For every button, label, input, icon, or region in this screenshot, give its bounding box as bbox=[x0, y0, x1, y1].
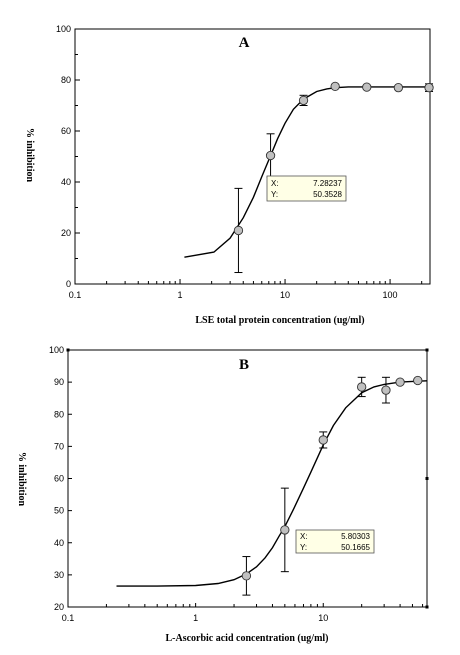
panel-a-y-tick-label: 20 bbox=[61, 228, 71, 238]
panel-a-plot-frame bbox=[74, 28, 431, 285]
panel-b-frame-handle bbox=[425, 605, 429, 609]
panel-b-y-tick-label: 40 bbox=[54, 538, 64, 548]
panel-a-x-tick-label: 1 bbox=[178, 290, 183, 300]
panel-a-data-point bbox=[265, 150, 276, 161]
panel-b-y-tick-label: 100 bbox=[49, 345, 64, 355]
panel-a-data-point bbox=[233, 225, 244, 236]
panel-a-tooltip-x-label: X: bbox=[271, 179, 279, 188]
panel-a-data-point bbox=[424, 83, 434, 93]
panel-b-data-point bbox=[318, 435, 328, 445]
panel-b-plot-frame bbox=[67, 349, 428, 608]
panel-b-data-point bbox=[413, 375, 423, 386]
panel-a-y-tick-label: 60 bbox=[61, 126, 71, 136]
panel-a-x-tick-label: 10 bbox=[280, 290, 290, 300]
panel-b-x-tick-label: 1 bbox=[193, 613, 198, 623]
panel-b-x-axis-label: L-Ascorbic acid concentration (ug/ml) bbox=[165, 633, 328, 644]
panel-b-frame-handle bbox=[425, 477, 429, 480]
panel-b-tooltip-x-value: 5.80303 bbox=[341, 532, 370, 541]
panel-b-y-tick-label: 20 bbox=[54, 602, 64, 612]
panel-b-y-tick-label: 70 bbox=[54, 441, 64, 451]
panel-b-tooltip-box bbox=[295, 529, 375, 554]
panel-a-x-tick-label: 0.1 bbox=[69, 290, 82, 300]
panel-a-data-point bbox=[330, 81, 340, 92]
panel-b-data-point bbox=[357, 382, 367, 392]
panel-a-data-point bbox=[298, 95, 309, 106]
panel-a-tooltip: X: 7.28237 Y: 50.3528 bbox=[266, 175, 347, 202]
panel-a-fit-curve bbox=[184, 86, 429, 258]
panel-a-tooltip-y-value: 50.3528 bbox=[313, 190, 342, 199]
panel-a-tooltip-box bbox=[266, 175, 347, 202]
panel-b-plot: 20 30 40 50 60 70 80 90 100 0.1 1 10 bbox=[49, 345, 429, 623]
panel-b-x-tick-label: 0.1 bbox=[62, 613, 75, 623]
panel-b: 20 30 40 50 60 70 80 90 100 0.1 1 10 B L-Ascorbic a… bbox=[16, 345, 429, 644]
panel-b-y-axis-label: % inhibition bbox=[16, 452, 27, 507]
panel-b-x-tick-label: 10 bbox=[318, 613, 328, 623]
panel-b-label: B bbox=[239, 357, 249, 373]
panel-a-x-tick-label: 100 bbox=[383, 290, 398, 300]
panel-b-tooltip: X: 5.80303 Y: 50.1665 bbox=[295, 529, 375, 554]
panel-b-frame-handle bbox=[425, 348, 429, 352]
panel-a-tooltip-y-label: Y: bbox=[271, 190, 278, 199]
panel-a-y-tick-label: 40 bbox=[61, 177, 71, 187]
panel-b-fit-curve bbox=[116, 380, 428, 587]
panel-b-data-point bbox=[395, 377, 405, 387]
panel-b-y-tick-label: 60 bbox=[54, 474, 64, 484]
panel-a-tooltip-x-value: 7.28237 bbox=[313, 179, 342, 188]
panel-a-data-point bbox=[393, 83, 404, 93]
panel-b-tooltip-y-label: Y: bbox=[300, 543, 307, 552]
panel-b-y-tick-label: 80 bbox=[54, 409, 64, 419]
panel-a-plot: 0 20 40 60 80 100 0.1 1 10 100 bbox=[56, 24, 434, 300]
panel-b-data-point bbox=[241, 571, 252, 581]
panel-a-label: A bbox=[239, 35, 250, 51]
panel-a-y-tick-label: 100 bbox=[56, 24, 71, 34]
panel-b-y-tick-label: 50 bbox=[54, 506, 64, 516]
panel-b-data-point bbox=[381, 385, 391, 395]
panel-a-y-tick-label: 80 bbox=[61, 75, 71, 85]
panel-b-y-tick-label: 90 bbox=[54, 377, 64, 387]
panel-a-x-axis-label: LSE total protein concentration (ug/ml) bbox=[195, 315, 364, 326]
panel-b-y-tick-label: 30 bbox=[54, 570, 64, 580]
panel-b-tooltip-y-value: 50.1665 bbox=[341, 543, 370, 552]
panel-b-tooltip-x-label: X: bbox=[300, 532, 308, 541]
panel-b-data-point bbox=[280, 525, 290, 535]
panel-a-y-axis-label: % inhibition bbox=[24, 128, 35, 183]
panel-a-y-tick-label: 0 bbox=[66, 279, 71, 289]
panel-a: 0 20 40 60 80 100 0.1 1 10 100 A LSE total protei… bbox=[24, 24, 434, 326]
panel-a-data-point bbox=[362, 82, 372, 92]
